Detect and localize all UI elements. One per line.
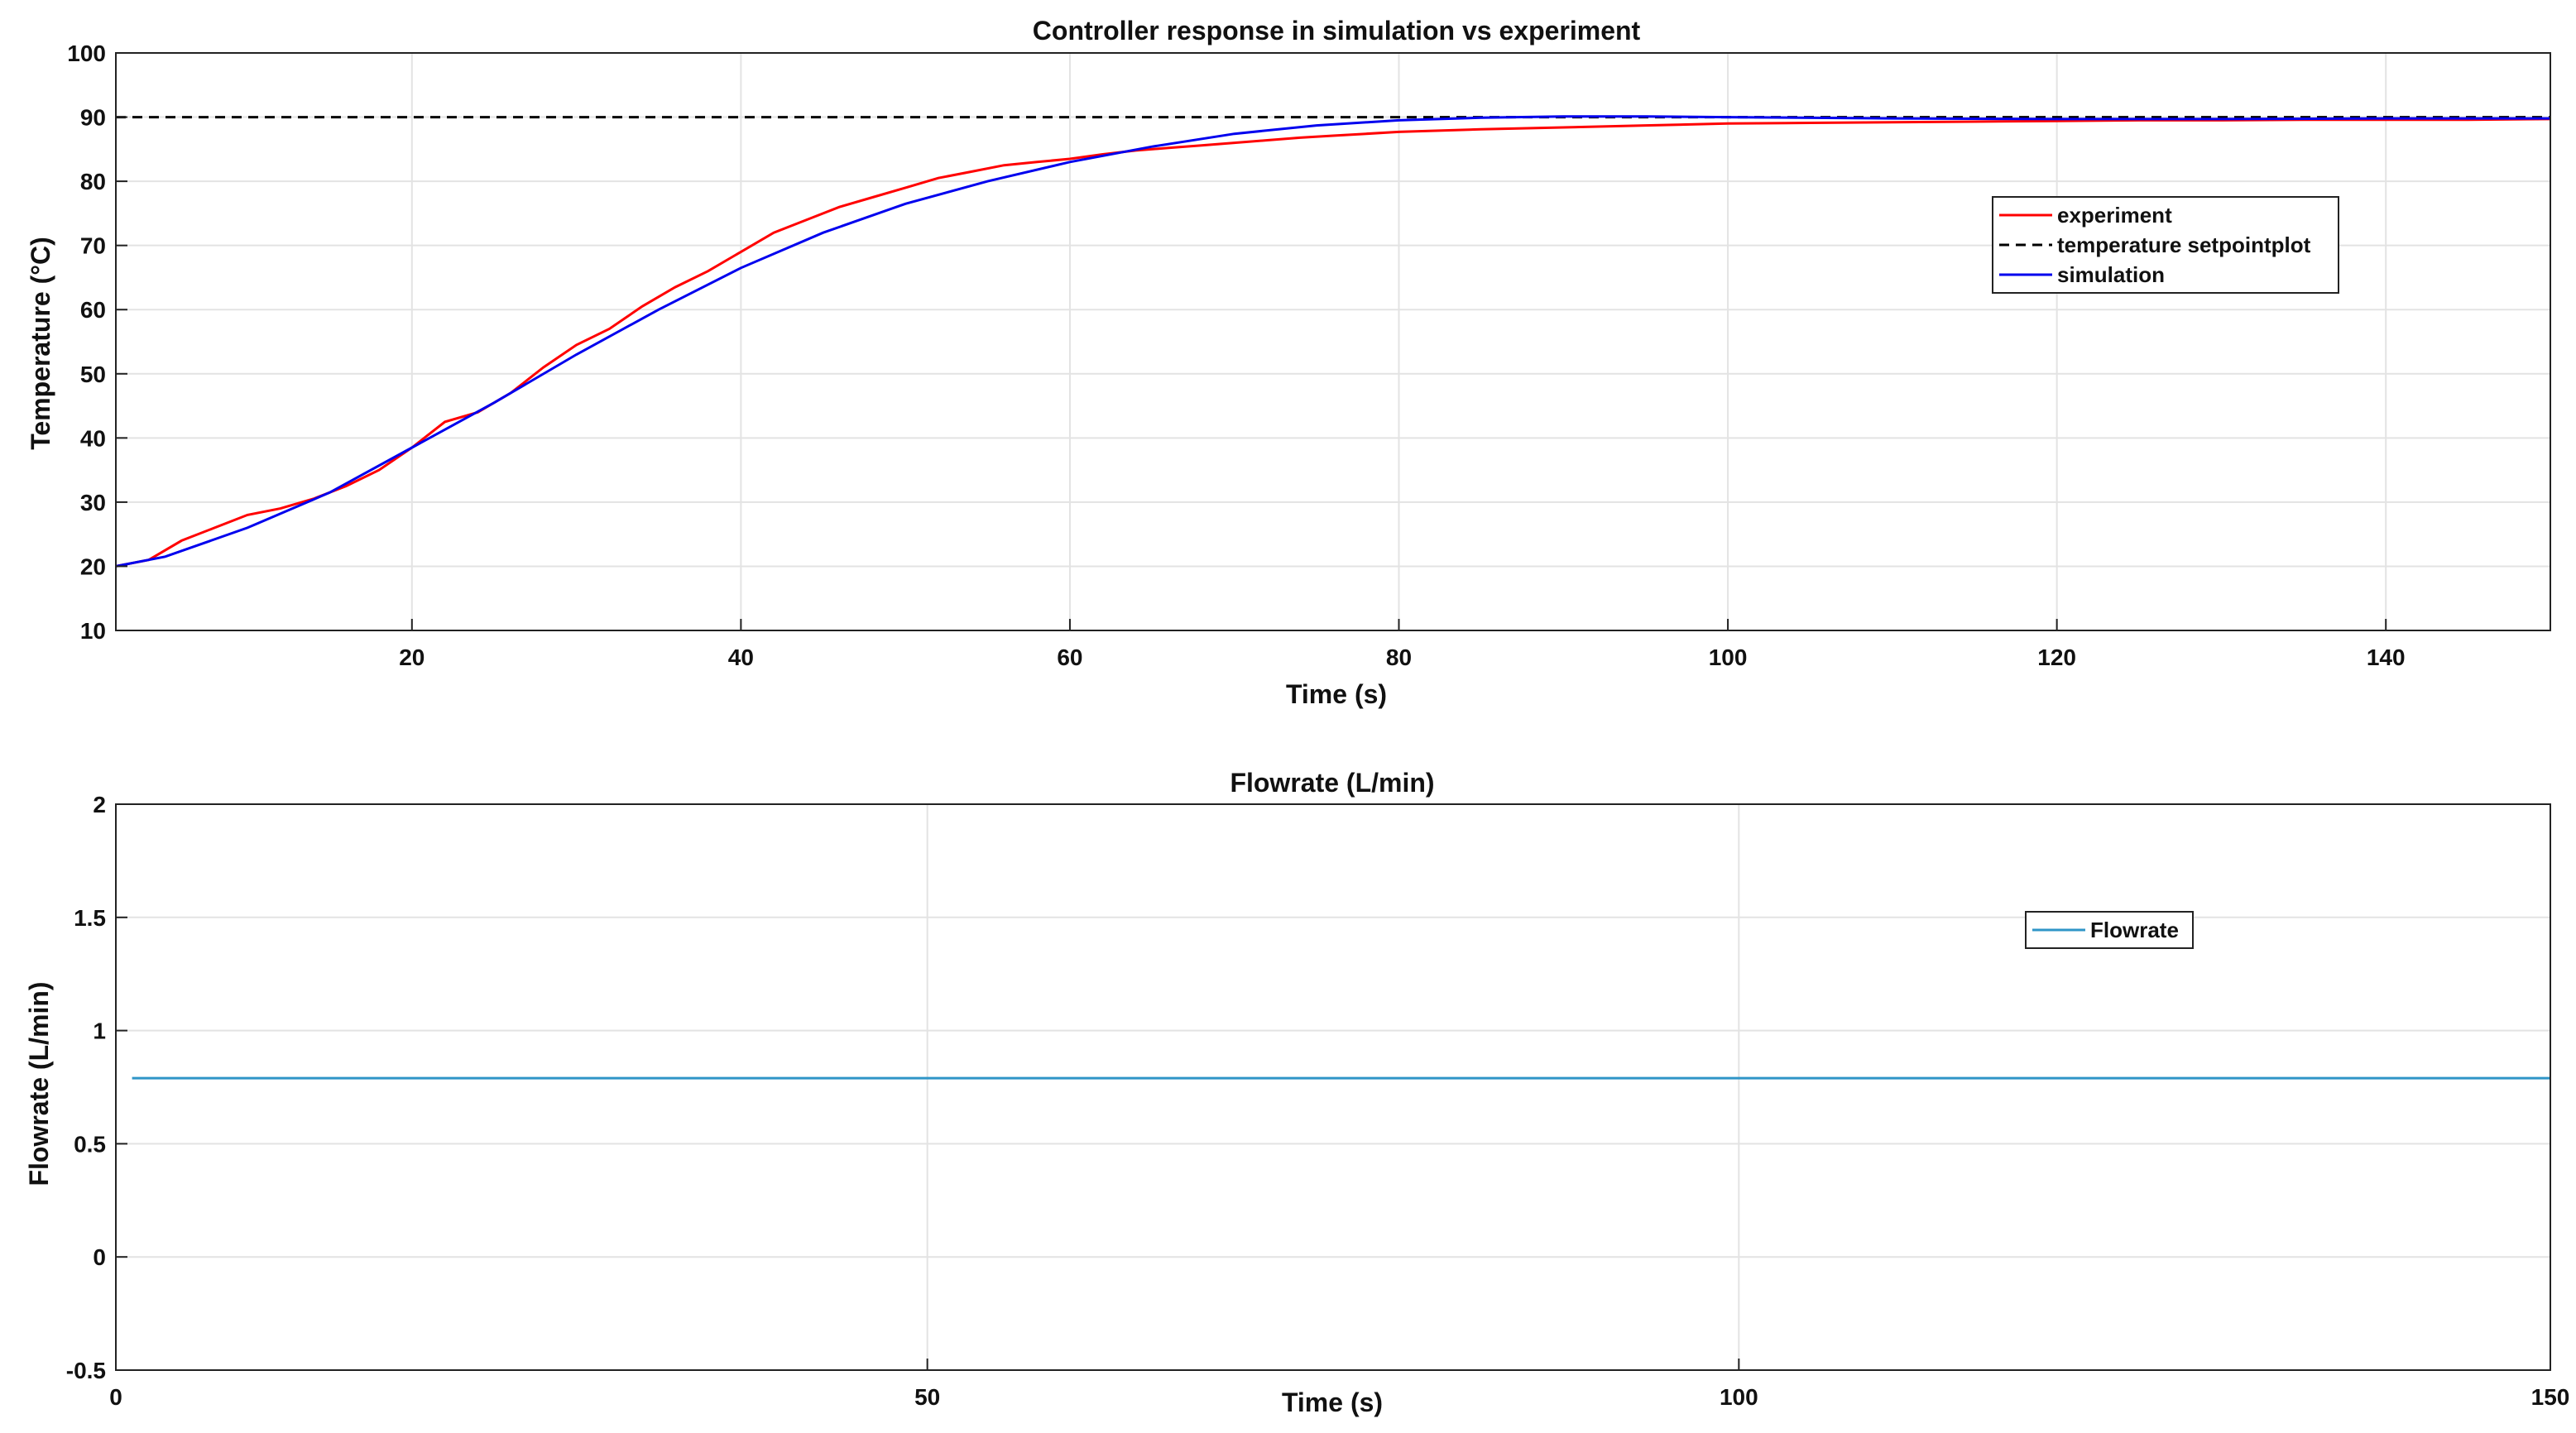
y-tick-label: 1.5 <box>74 905 106 931</box>
y-tick-label: 10 <box>80 618 106 644</box>
x-tick-label: 100 <box>1720 1384 1758 1410</box>
y-tick-label: 60 <box>80 297 106 323</box>
y-tick-label: 50 <box>80 362 106 387</box>
y-tick-label: 30 <box>80 490 106 515</box>
legend-label: experiment <box>2057 203 2172 228</box>
flowrate-chart-ylabel: Flowrate (L/min) <box>24 981 54 1186</box>
x-tick-label: 20 <box>399 645 425 670</box>
x-tick-label: 60 <box>1057 645 1082 670</box>
axes-frame <box>115 803 2551 1371</box>
y-tick-label: 0 <box>93 1244 106 1270</box>
y-tick-label: 1 <box>93 1018 106 1044</box>
x-tick-label: 150 <box>2531 1384 2570 1410</box>
legend-label: simulation <box>2057 262 2165 287</box>
temperature-chart-title: Controller response in simulation vs exp… <box>1033 16 1641 46</box>
flowrate-chart: Flowrate (L/min) Time (s) Flowrate (L/mi… <box>24 768 2569 1417</box>
temperature-chart-plot-area: 20 40 60 80 100 120 140 10 20 30 40 50 60 70 80 90 100 ex… <box>67 41 2551 670</box>
x-tick-label: 140 <box>2367 645 2406 670</box>
y-tick-label: 80 <box>80 169 106 194</box>
y-tick-label: 90 <box>80 105 106 131</box>
y-tick-label: 40 <box>80 425 106 451</box>
flowrate-chart-xlabel: Time (s) <box>1282 1387 1383 1417</box>
legend-label: Flowrate <box>2090 918 2179 942</box>
plot-background <box>116 53 2550 630</box>
x-tick-label: 40 <box>728 645 754 670</box>
series-line-simulation <box>115 115 2550 568</box>
y-tick-label: 100 <box>67 41 106 66</box>
y-tick-label: 20 <box>80 554 106 579</box>
y-tick-label: 0.5 <box>74 1131 106 1157</box>
legend-label: temperature setpointplot <box>2057 232 2311 257</box>
x-tick-label: 100 <box>1709 645 1748 670</box>
legend: experiment temperature setpointplot simula… <box>1992 196 2339 294</box>
x-tick-label: 0 <box>109 1384 122 1410</box>
x-tick-label: 80 <box>1386 645 1412 670</box>
y-tick-label: -0.5 <box>66 1358 106 1383</box>
x-tick-label: 50 <box>914 1384 940 1410</box>
temperature-chart-xlabel: Time (s) <box>1286 679 1387 709</box>
y-tick-label: 70 <box>80 233 106 259</box>
x-tick-label: 120 <box>2037 645 2076 670</box>
plot-background <box>116 804 2550 1370</box>
legend: Flowrate <box>2025 911 2194 949</box>
y-tick-label: 2 <box>93 792 106 817</box>
temperature-chart-ylabel: Temperature (°C) <box>26 237 55 450</box>
axes-frame <box>115 52 2551 631</box>
flowrate-chart-title: Flowrate (L/min) <box>1230 768 1434 798</box>
temperature-chart: Controller response in simulation vs exp… <box>26 16 2551 709</box>
